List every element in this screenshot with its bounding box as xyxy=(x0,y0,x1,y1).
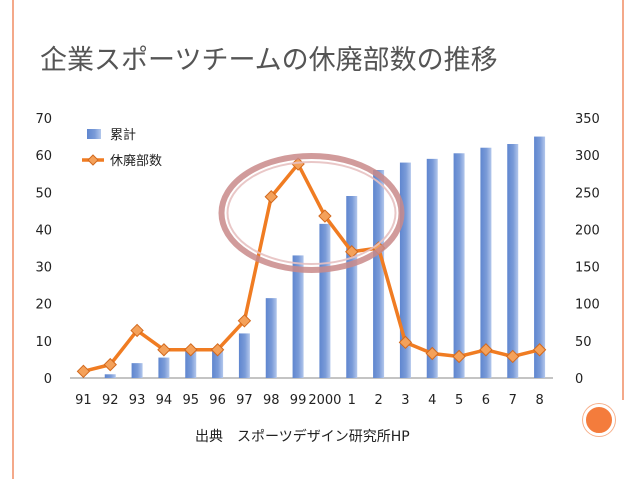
x-tick-label: 96 xyxy=(209,393,226,408)
x-tick-label: 94 xyxy=(156,393,173,408)
y-tick-label: 20 xyxy=(35,298,52,313)
y-tick-label: 40 xyxy=(35,223,52,238)
x-tick-label: 2000 xyxy=(308,393,341,408)
y-tick-label: 0 xyxy=(44,372,52,387)
highlight-ellipse-inner xyxy=(226,161,397,265)
decorative-dot xyxy=(583,404,615,436)
y-tick-label: 60 xyxy=(35,149,52,164)
y2-tick-label: 100 xyxy=(575,298,600,313)
bar xyxy=(319,223,331,378)
x-tick-label: 93 xyxy=(129,393,146,408)
bar xyxy=(212,348,224,378)
line-point xyxy=(103,357,117,372)
line-point xyxy=(318,209,332,223)
line-point xyxy=(264,190,278,204)
line-point xyxy=(184,343,198,357)
slide-frame-right xyxy=(622,0,624,400)
bar xyxy=(453,153,465,378)
source-caption: 出典 スポーツデザイン研究所HP xyxy=(195,429,410,445)
bar xyxy=(399,162,411,378)
bar xyxy=(346,196,358,378)
bar xyxy=(426,158,438,378)
x-tick-label: 3 xyxy=(401,393,409,408)
y2-tick-label: 200 xyxy=(575,223,600,238)
x-tick-label: 2 xyxy=(374,393,382,408)
y2-tick-label: 0 xyxy=(575,372,583,387)
line-point xyxy=(479,343,493,357)
legend-swatch-marker xyxy=(87,154,99,166)
y-tick-label: 10 xyxy=(35,335,52,350)
bar xyxy=(158,357,170,378)
x-tick-label: 98 xyxy=(263,393,280,408)
y-tick-label: 70 xyxy=(35,112,52,127)
y2-tick-label: 50 xyxy=(575,335,592,350)
y-tick-label: 50 xyxy=(35,186,52,201)
plot-area: 0 10 20 30 40 50 60 70 0 50 100 150 200 250 300 350 91 92… xyxy=(35,112,599,408)
slide-title: 企業スポーツチームの休廃部数の推移 xyxy=(40,45,498,76)
x-tick-label: 6 xyxy=(482,393,490,408)
line-point xyxy=(210,343,225,357)
x-tick-label: 99 xyxy=(290,393,307,408)
line-point xyxy=(532,343,547,357)
line-point xyxy=(506,349,520,364)
x-tick-label: 1 xyxy=(348,393,356,408)
line-point xyxy=(76,364,91,379)
x-tick-label: 8 xyxy=(535,393,543,408)
bar xyxy=(373,170,385,378)
line-point xyxy=(157,343,171,357)
highlight-ellipse xyxy=(218,153,405,273)
bar xyxy=(104,374,116,378)
slide-frame-left xyxy=(12,0,14,479)
bar xyxy=(185,350,197,378)
bar xyxy=(480,147,492,378)
x-tick-label: 4 xyxy=(428,393,436,408)
y2-tick-label: 300 xyxy=(575,149,600,164)
line-point xyxy=(452,349,466,364)
line-point xyxy=(130,323,144,338)
legend-label-bar: 累計 xyxy=(110,127,136,143)
legend-swatch-bar xyxy=(87,129,101,139)
bar xyxy=(292,255,304,378)
x-tick-label: 92 xyxy=(102,393,119,408)
y2-tick-label: 250 xyxy=(575,186,600,201)
x-tick-label: 91 xyxy=(75,393,92,408)
bar xyxy=(507,144,519,378)
bar xyxy=(534,136,546,378)
line-point xyxy=(237,314,252,328)
x-tick-label: 97 xyxy=(236,393,253,408)
y2-tick-label: 350 xyxy=(575,112,600,127)
x-tick-label: 5 xyxy=(455,393,463,408)
x-tick-label: 7 xyxy=(509,393,517,408)
legend-label-line: 休廃部数 xyxy=(110,153,162,169)
y-tick-label: 30 xyxy=(35,261,52,276)
bar xyxy=(131,363,143,378)
bar xyxy=(265,298,277,378)
line-point xyxy=(425,346,439,361)
y2-tick-label: 150 xyxy=(575,261,600,276)
line-point xyxy=(398,335,413,350)
bar xyxy=(238,333,250,378)
x-tick-label: 95 xyxy=(182,393,199,408)
